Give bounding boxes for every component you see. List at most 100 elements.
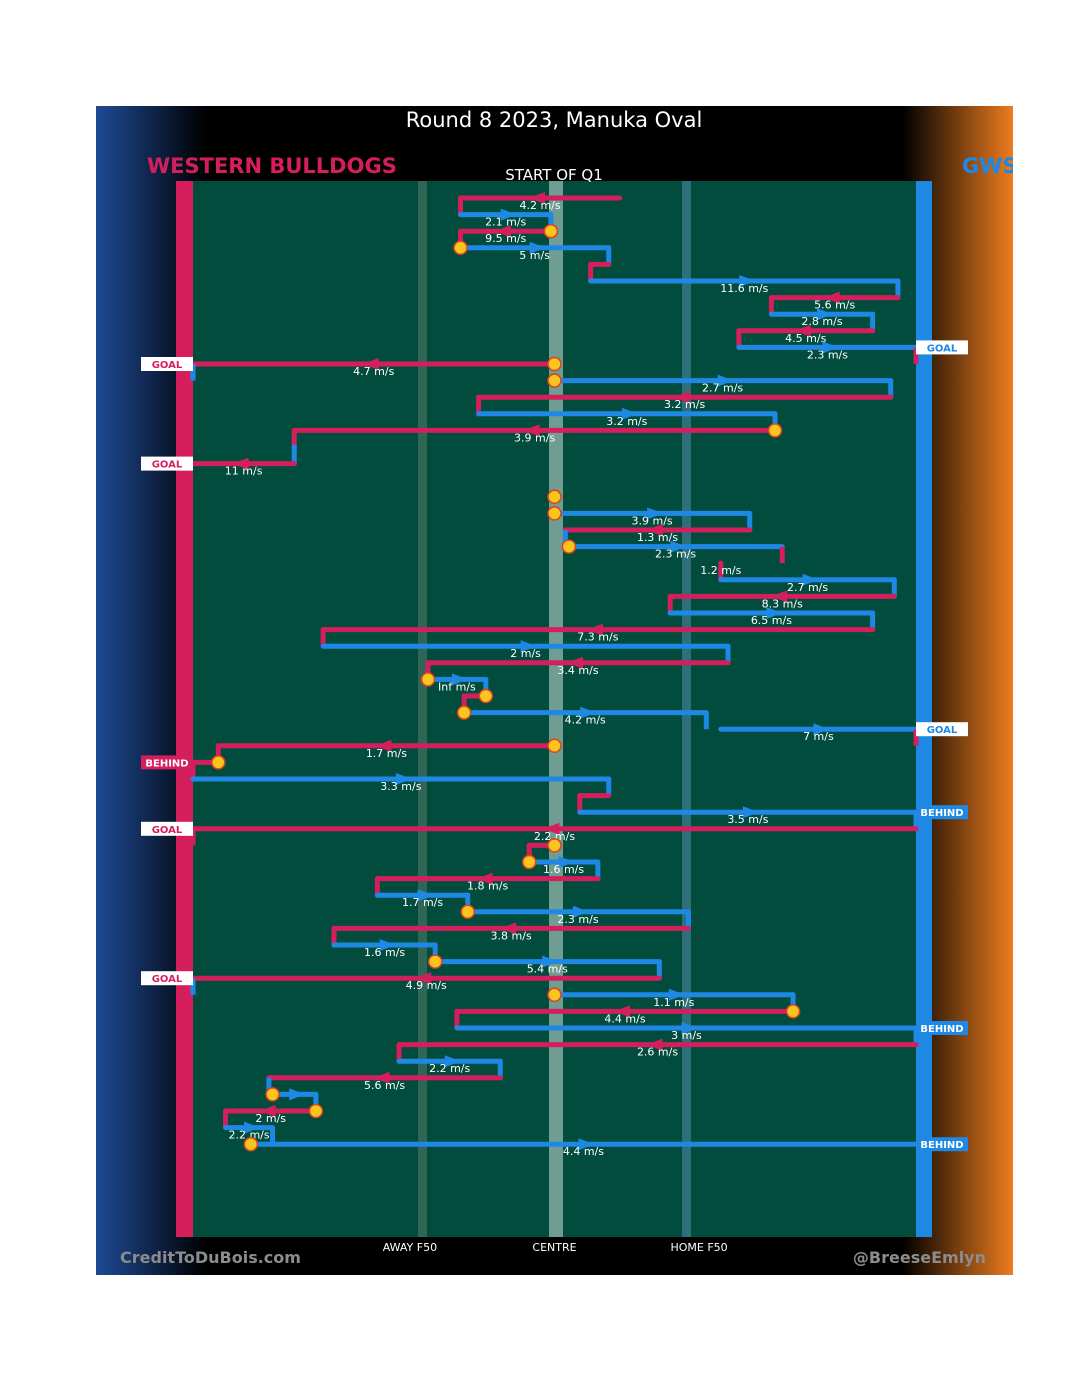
tick-label-away-f50: AWAY F50 bbox=[383, 1241, 437, 1254]
stoppage-marker bbox=[460, 904, 475, 920]
direction-arrow bbox=[417, 889, 434, 902]
speed-label: 4.4 m/s bbox=[604, 1012, 645, 1025]
direction-arrow bbox=[523, 424, 540, 437]
direction-arrow bbox=[802, 573, 819, 586]
direction-arrow bbox=[362, 358, 379, 370]
speed-label: 4.4 m/s bbox=[563, 1145, 604, 1158]
speed-label: 2.2 m/s bbox=[228, 1129, 269, 1142]
gws-goal-line bbox=[916, 181, 932, 1237]
direction-arrow bbox=[500, 208, 517, 221]
direction-arrow bbox=[476, 872, 493, 885]
direction-arrow bbox=[259, 1105, 276, 1117]
home-f50-line bbox=[682, 181, 691, 1237]
away-f50-line bbox=[418, 181, 427, 1237]
direction-arrow bbox=[646, 1038, 663, 1051]
gws-behind-badge bbox=[916, 1021, 968, 1035]
score-label: GOAL bbox=[152, 825, 183, 836]
speed-label: 2.3 m/s bbox=[557, 913, 598, 926]
direction-arrow bbox=[373, 1071, 390, 1084]
credit-right: @BreeseEmlyn bbox=[853, 1248, 986, 1267]
score-layer: GOAL GOAL GOAL GOAL BEHIND BEHIND GOAL GOAL BEHI… bbox=[141, 340, 968, 1152]
direction-arrow bbox=[529, 241, 546, 254]
gws-behind-badge bbox=[916, 805, 968, 820]
score-label: BEHIND bbox=[920, 1140, 963, 1151]
wb-behind-badge bbox=[141, 755, 193, 770]
speed-label: 4.9 m/s bbox=[406, 979, 447, 992]
direction-arrow bbox=[646, 524, 663, 536]
speed-label: 2 m/s bbox=[255, 1112, 286, 1125]
speed-label: 2.8 m/s bbox=[801, 315, 842, 328]
direction-arrow bbox=[766, 607, 783, 619]
direction-arrow bbox=[823, 291, 840, 304]
stoppage-marker bbox=[243, 1136, 259, 1152]
direction-arrow bbox=[813, 723, 830, 736]
speed-label: 5.6 m/s bbox=[814, 299, 855, 312]
speed-label: 5.4 m/s bbox=[527, 963, 568, 976]
speed-label: 1.6 m/s bbox=[364, 946, 405, 959]
wb-goal-badge bbox=[141, 357, 193, 371]
score-label: GOAL bbox=[927, 725, 958, 736]
direction-arrow bbox=[558, 856, 575, 868]
stoppage-marker bbox=[265, 1087, 280, 1102]
stoppage-marker bbox=[547, 506, 562, 521]
score-label: GOAL bbox=[152, 360, 183, 371]
speed-label: 6.5 m/s bbox=[751, 614, 792, 627]
direction-arrow bbox=[822, 341, 839, 354]
stoppage-marker bbox=[456, 705, 472, 720]
stoppage-marker bbox=[547, 838, 562, 853]
speed-label: 1.6 m/s bbox=[543, 863, 584, 876]
speed-label: 1.7 m/s bbox=[366, 747, 407, 760]
stoppage-marker bbox=[427, 954, 443, 969]
stoppage-marker bbox=[308, 1103, 324, 1119]
speed-label: 4.5 m/s bbox=[785, 332, 826, 345]
bulldogs-goal-line bbox=[176, 181, 193, 1237]
wb-goal-badge bbox=[141, 456, 193, 471]
direction-arrow bbox=[817, 308, 834, 321]
centre-line bbox=[549, 181, 563, 1237]
home-team-label: WESTERN BULLDOGS bbox=[147, 154, 397, 178]
speed-label: 2.6 m/s bbox=[637, 1046, 678, 1059]
gws-goal-badge bbox=[916, 722, 968, 737]
direction-arrow bbox=[794, 324, 811, 337]
speed-label: 9.5 m/s bbox=[485, 232, 526, 245]
direction-arrow bbox=[613, 1005, 630, 1018]
wb-goal-badge bbox=[141, 821, 193, 836]
direction-arrow bbox=[742, 806, 759, 819]
direction-arrow bbox=[500, 922, 517, 935]
speed-label: 1.8 m/s bbox=[467, 880, 508, 893]
direction-arrow bbox=[520, 640, 537, 653]
speed-label: 3.8 m/s bbox=[491, 929, 532, 942]
chart-panel: 4.2 m/s 2.1 m/s 9.5 m/s 5 m/s 11.6 m/s 5.6 m/… bbox=[96, 106, 1013, 1275]
chart-svg: 4.2 m/s 2.1 m/s 9.5 m/s 5 m/s 11.6 m/s 5.6 m/… bbox=[96, 106, 1013, 1275]
direction-arrow bbox=[647, 507, 664, 520]
speed-label: 2 m/s bbox=[510, 647, 541, 660]
gws-goal-badge bbox=[916, 340, 968, 355]
away-team-label: GWS bbox=[962, 154, 1013, 178]
direction-arrow bbox=[739, 275, 756, 287]
tick-label-centre: CENTRE bbox=[532, 1241, 576, 1254]
speed-label: 2.7 m/s bbox=[702, 382, 743, 395]
speed-label: 3.9 m/s bbox=[514, 431, 555, 444]
direction-arrow bbox=[578, 1138, 595, 1151]
speed-label: 2.3 m/s bbox=[655, 548, 696, 561]
stoppage-marker bbox=[547, 373, 562, 388]
tick-label-home-f50: HOME F50 bbox=[670, 1241, 727, 1254]
stoppage-layer bbox=[211, 223, 801, 1152]
speed-label: 2.2 m/s bbox=[429, 1062, 470, 1075]
segments-layer: 4.2 m/s 2.1 m/s 9.5 m/s 5 m/s 11.6 m/s 5.6 m/… bbox=[190, 192, 919, 1158]
speed-label: 3.2 m/s bbox=[664, 398, 705, 411]
direction-arrow bbox=[771, 590, 788, 603]
stoppage-marker bbox=[547, 738, 562, 754]
speed-label: 2.7 m/s bbox=[787, 581, 828, 594]
direction-arrow bbox=[572, 905, 589, 918]
credit-left: CreditToDuBois.com bbox=[120, 1248, 301, 1267]
stoppage-marker bbox=[543, 223, 559, 239]
score-label: GOAL bbox=[152, 974, 183, 985]
speed-label: 1.3 m/s bbox=[637, 531, 678, 544]
stoppage-marker bbox=[453, 240, 468, 256]
stoppage-marker bbox=[478, 688, 494, 704]
direction-arrow bbox=[717, 374, 734, 387]
direction-arrow bbox=[542, 955, 559, 968]
direction-arrow bbox=[543, 822, 560, 835]
score-label: BEHIND bbox=[145, 758, 188, 769]
